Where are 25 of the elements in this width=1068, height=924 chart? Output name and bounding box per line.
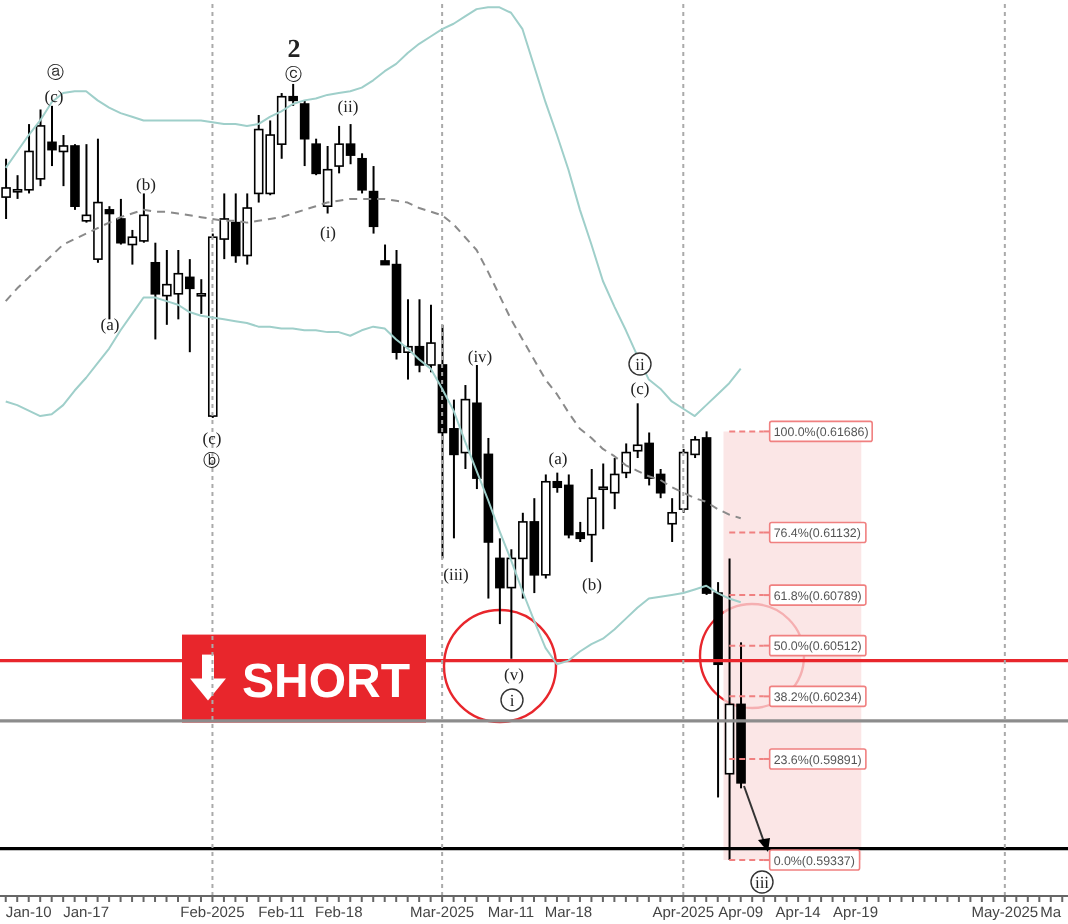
ref-line-label: SHORT [242, 654, 411, 709]
annotation: (ii) [337, 96, 359, 116]
candlestick [357, 152, 367, 195]
annotation: (b) [582, 574, 603, 594]
annotation: (c) [44, 86, 64, 106]
annotation: ⓑ [203, 450, 221, 470]
annotation: ⓒ [285, 64, 303, 84]
annotation: (a) [100, 314, 120, 334]
annotation: i [509, 690, 516, 710]
candlestick [667, 497, 677, 543]
annotation: (a) [548, 448, 568, 468]
annotation: iii [754, 872, 771, 892]
annotation: (b) [136, 174, 157, 194]
candlestick [299, 99, 310, 168]
annotation: (iv) [467, 346, 493, 366]
annotation: ii [635, 354, 646, 374]
annotation: (c) [202, 428, 222, 448]
annotation: 2 [287, 33, 301, 63]
annotation: (v) [504, 664, 525, 684]
annotation: (i) [319, 222, 337, 242]
candlestick [621, 442, 631, 480]
annotation: ⓐ [47, 62, 65, 82]
annotation: (iii) [443, 564, 470, 584]
annotation: (c) [630, 378, 650, 398]
candlestick [368, 165, 379, 235]
